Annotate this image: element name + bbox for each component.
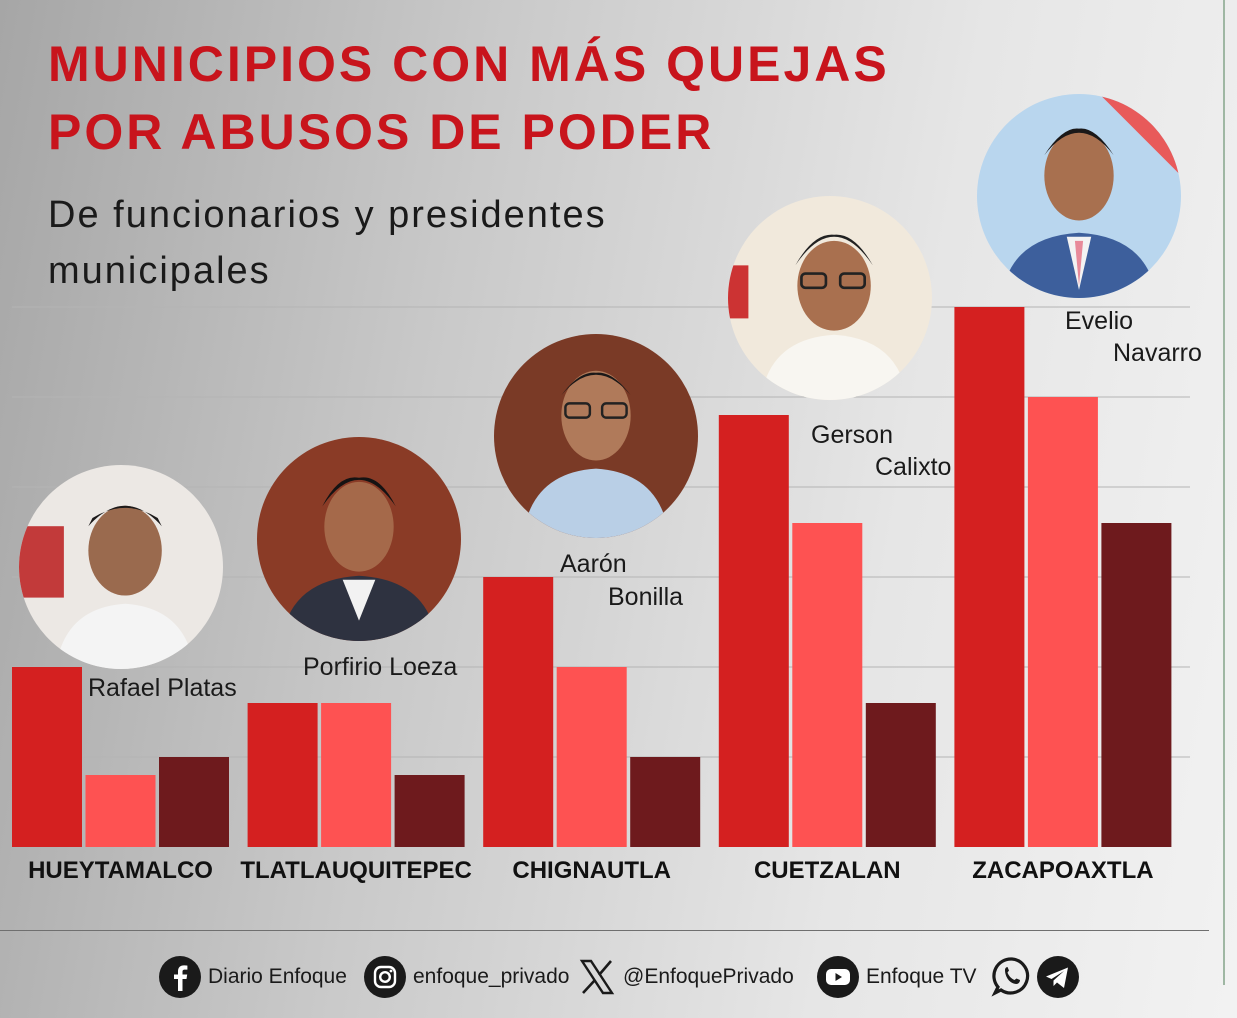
youtube-link[interactable]: Enfoque TV (816, 955, 977, 999)
person-last-name-navarro: Navarro (1113, 339, 1202, 367)
bar-tlatlauquitepec-series-3 (394, 775, 465, 847)
person-last-name-bonilla: Bonilla (608, 583, 684, 611)
x-link[interactable]: @EnfoquePrivado (577, 955, 794, 999)
youtube-channel: Enfoque TV (866, 965, 977, 988)
subtitle-line-1: De funcionarios y presidentes (48, 194, 607, 236)
youtube-icon (816, 955, 860, 999)
whatsapp-icon (990, 955, 1034, 999)
bar-hueytamalco-series-1 (12, 667, 82, 847)
facebook-link[interactable]: Diario Enfoque (158, 955, 347, 999)
bar-tlatlauquitepec-series-1 (247, 703, 318, 847)
person-photo-rafael-platas (19, 465, 223, 669)
bar-hueytamalco-series-2 (85, 775, 156, 847)
bar-zacapoaxtla-series-3 (1101, 523, 1172, 847)
person-first-name-evelio: Evelio (1065, 307, 1134, 335)
bar-tlatlauquitepec-series-2 (321, 703, 392, 847)
person-photo-evelio-navarro (977, 94, 1181, 298)
person-photo-aaron-bonilla (494, 334, 698, 538)
title-line-2: POR ABUSOS DE PODER (48, 104, 715, 160)
bar-zacapoaxtla-series-2 (1027, 397, 1098, 847)
title-line-1: MUNICIPIOS CON MÁS QUEJAS (48, 36, 890, 92)
instagram-icon (363, 955, 407, 999)
category-label: ZACAPOAXTLA (972, 857, 1153, 884)
bar-hueytamalco-series-3 (159, 757, 229, 847)
bar-chart: HUEYTAMALCO TLATLAUQUITEPEC CHIGNAUTLA CUET… (12, 306, 1190, 884)
person-last-name-calixto: Calixto (875, 453, 952, 481)
x-icon (577, 955, 617, 999)
instagram-link[interactable]: enfoque_privado (363, 955, 569, 999)
instagram-handle: enfoque_privado (413, 965, 570, 988)
bar-cuetzalan-series-3 (865, 703, 936, 847)
bar-cuetzalan-series-2 (792, 523, 863, 847)
footer-divider (0, 930, 1209, 931)
bar-cuetzalan-series-1 (718, 415, 789, 847)
category-label: HUEYTAMALCO (28, 857, 213, 884)
bar-zacapoaxtla-series-1 (954, 307, 1025, 847)
telegram-icon (1036, 955, 1080, 999)
person-name-porfirio-loeza: Porfirio Loeza (303, 653, 458, 681)
bar-chignautla-series-2 (556, 667, 627, 847)
bar-chignautla-series-3 (630, 757, 701, 847)
bar-chignautla-series-1 (483, 577, 554, 847)
whatsapp-link[interactable] (990, 955, 1034, 999)
person-photo-porfirio-loeza (257, 437, 461, 641)
person-first-name-gerson: Gerson (811, 421, 893, 449)
person-name-rafael-platas: Rafael Platas (88, 674, 237, 702)
subtitle-line-2: municipales (48, 250, 271, 292)
telegram-link[interactable] (1036, 955, 1080, 999)
right-border-rule (1223, 0, 1225, 985)
category-label: CUETZALAN (754, 857, 901, 884)
facebook-icon (158, 955, 202, 999)
facebook-handle: Diario Enfoque (208, 965, 347, 988)
person-photo-gerson-calixto (728, 196, 932, 400)
person-first-name-aaron: Aarón (560, 550, 627, 578)
x-handle: @EnfoquePrivado (623, 965, 794, 988)
category-label: CHIGNAUTLA (512, 857, 671, 884)
category-label: TLATLAUQUITEPEC (240, 857, 472, 884)
